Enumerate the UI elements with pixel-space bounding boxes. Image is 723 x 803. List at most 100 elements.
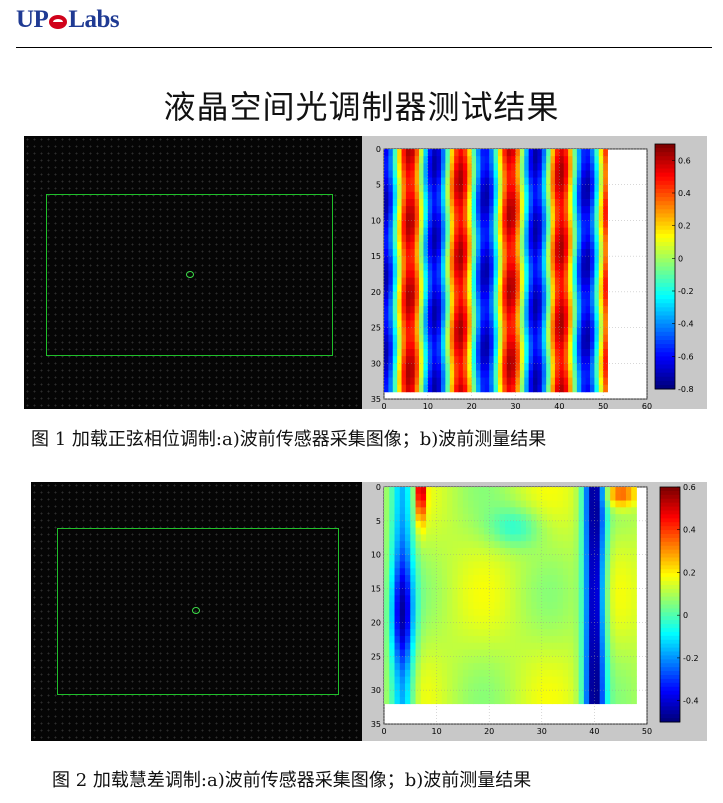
heatmap-cell [405, 320, 411, 328]
heatmap-cell [462, 334, 468, 343]
heatmap-cell [467, 327, 473, 336]
heatmap-cell [568, 635, 574, 644]
heatmap-cell [431, 520, 437, 529]
heatmap-cell [410, 493, 416, 501]
heatmap-cell [431, 649, 437, 657]
heatmap-cell [563, 284, 569, 293]
heatmap-cell [585, 263, 591, 271]
heatmap-cell [506, 184, 512, 193]
heatmap-cell [423, 199, 429, 207]
heatmap-cell [392, 163, 398, 171]
heatmap-cell [502, 263, 508, 271]
heatmap-cell [394, 507, 401, 515]
heatmap-cell [423, 384, 429, 393]
fig2-colorbar-tick-label: 0.4 [683, 526, 696, 535]
heatmap-cell [615, 663, 622, 671]
heatmap-cell [431, 534, 437, 542]
heatmap-cell [473, 527, 480, 535]
heatmap-cell [625, 554, 632, 562]
heatmap-cell [504, 608, 511, 617]
heatmap-cell [426, 642, 432, 650]
heatmap-cell [410, 156, 416, 164]
heatmap-cell [483, 514, 490, 522]
heatmap-cell [441, 683, 448, 691]
heatmap-cell [581, 341, 587, 350]
heatmap-cell [483, 683, 490, 691]
heatmap-cell [563, 191, 569, 200]
heatmap-cell [478, 561, 485, 569]
heatmap-cell [431, 656, 437, 664]
heatmap-cell [583, 608, 590, 617]
heatmap-cell [572, 256, 578, 264]
heatmap-cell [576, 299, 582, 307]
heatmap-cell [502, 177, 508, 186]
heatmap-cell [471, 306, 477, 314]
heatmap-cell [462, 227, 468, 236]
fig1-x-tick-label: 50 [598, 402, 608, 409]
heatmap-cell [559, 234, 565, 243]
heatmap-cell [405, 534, 411, 542]
heatmap-cell [458, 299, 464, 307]
heatmap-cell [620, 649, 627, 657]
heatmap-cell [620, 493, 627, 501]
heatmap-cell [510, 500, 516, 508]
heatmap-cell [405, 149, 411, 157]
heatmap-cell [610, 602, 616, 610]
heatmap-cell [511, 341, 516, 350]
heatmap-cell [454, 191, 459, 200]
fig2-y-tick-label: 25 [371, 652, 381, 661]
heatmap-cell [440, 177, 446, 186]
heatmap-cell [581, 349, 587, 357]
heatmap-cell [625, 487, 632, 495]
heatmap-cell [471, 213, 477, 221]
heatmap-cell [431, 554, 437, 562]
heatmap-cell [447, 575, 453, 583]
heatmap-cell [410, 690, 416, 698]
fig1-heatmap-cells [384, 149, 608, 393]
heatmap-cell [528, 213, 534, 221]
heatmap-cell [576, 356, 582, 364]
heatmap-cell [405, 622, 411, 630]
heatmap-cell [520, 608, 527, 617]
heatmap-cell [441, 642, 448, 650]
heatmap-cell [562, 534, 569, 542]
heatmap-cell [604, 629, 611, 637]
heatmap-cell [449, 363, 455, 371]
heatmap-cell [533, 370, 538, 378]
heatmap-cell [405, 163, 411, 171]
heatmap-cell [497, 206, 503, 214]
heatmap-cell [401, 184, 407, 193]
heatmap-cell [419, 170, 424, 178]
heatmap-cell [458, 377, 464, 386]
heatmap-cell [457, 615, 464, 623]
heatmap-cell [401, 170, 407, 178]
heatmap-cell [483, 615, 490, 623]
heatmap-cell [452, 514, 459, 522]
heatmap-cell [401, 177, 407, 186]
heatmap-cell [405, 507, 411, 515]
heatmap-cell [458, 227, 464, 236]
heatmap-cell [506, 170, 512, 178]
heatmap-cell [546, 327, 551, 336]
heatmap-cell [537, 356, 543, 364]
heatmap-cell [511, 249, 516, 257]
heatmap-cell [589, 608, 595, 617]
heatmap-cell [541, 615, 548, 623]
heatmap-cell [546, 249, 551, 257]
heatmap-cell [526, 534, 532, 542]
heatmap-cell [454, 363, 459, 371]
heatmap-cell [473, 487, 480, 495]
heatmap-cell [478, 575, 485, 583]
heatmap-cell [440, 206, 446, 214]
heatmap-cell [506, 291, 512, 300]
heatmap-cell [547, 608, 553, 617]
heatmap-cell [610, 642, 616, 650]
heatmap-cell [414, 277, 420, 286]
heatmap-cell [497, 256, 503, 264]
heatmap-cell [541, 370, 547, 378]
heatmap-cell [423, 256, 429, 264]
heatmap-cell [568, 149, 573, 157]
heatmap-cell [454, 241, 459, 250]
heatmap-cell [510, 554, 516, 562]
heatmap-cell [489, 234, 494, 243]
